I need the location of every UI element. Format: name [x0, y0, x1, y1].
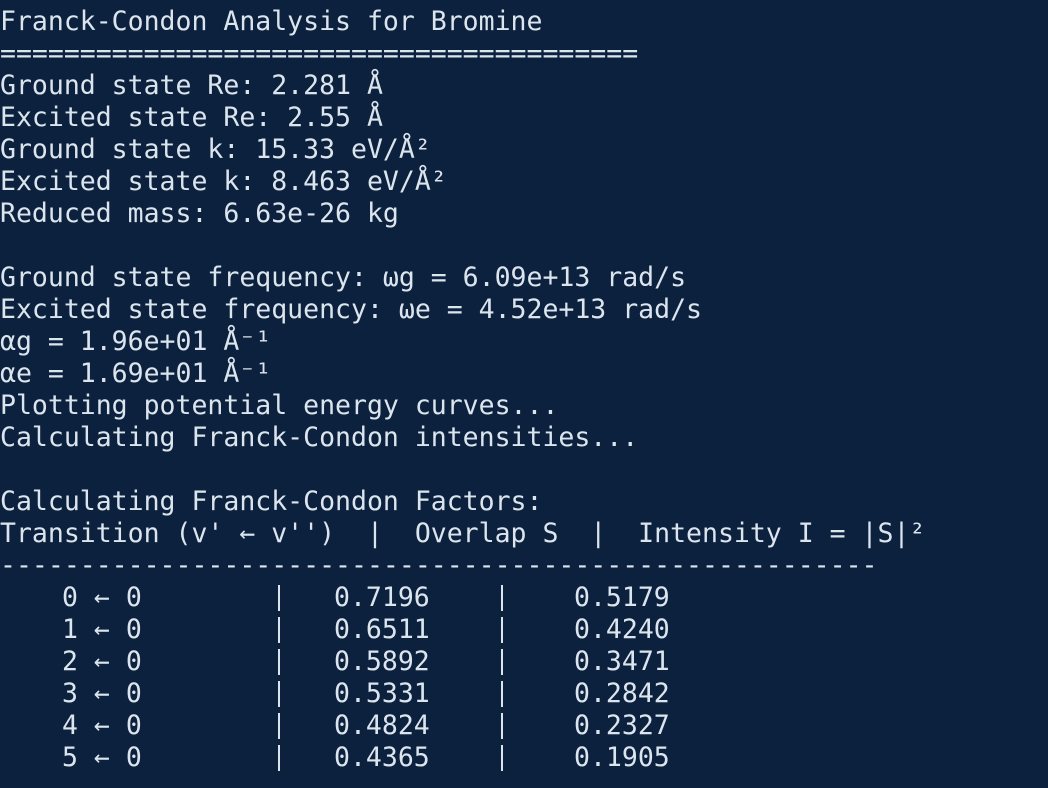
column-bar	[501, 649, 503, 675]
output-line: αe = 1.69e+01 Å⁻¹	[0, 358, 272, 389]
parameter-line: Excited state k: 8.463 eV/Å²	[0, 166, 447, 197]
output-line: Ground state frequency: ωg = 6.09e+13 ra…	[0, 262, 687, 293]
transition: 4 ← 0	[62, 710, 142, 741]
column-bar	[501, 585, 503, 611]
overlap: 0.5892	[334, 646, 430, 677]
column-bar	[501, 745, 503, 771]
intensity: 0.2842	[574, 678, 670, 709]
transition: 1 ← 0	[62, 614, 142, 645]
parameter-line: Excited state Re: 2.55 Å	[0, 102, 383, 133]
overlap: 0.5331	[334, 678, 430, 709]
output-line: αg = 1.96e+01 Å⁻¹	[0, 326, 272, 357]
transition: 3 ← 0	[62, 678, 142, 709]
overlap: 0.4824	[334, 710, 430, 741]
separator: ========================================	[0, 38, 639, 69]
transition: 2 ← 0	[62, 646, 142, 677]
fc-heading: Calculating Franck-Condon Factors:	[0, 486, 543, 517]
rule: ----------------------------------------…	[0, 550, 878, 581]
output-line: Plotting potential energy curves...	[0, 390, 559, 421]
intensity: 0.1905	[574, 742, 670, 773]
transition: 5 ← 0	[62, 742, 142, 773]
output-line: Excited state frequency: ωe = 4.52e+13 r…	[0, 294, 702, 325]
parameter-line: Ground state Re: 2.281 Å	[0, 70, 383, 101]
parameter-line: Ground state k: 15.33 eV/Å²	[0, 134, 431, 165]
column-bar	[501, 617, 503, 643]
overlap: 0.6511	[334, 614, 430, 645]
overlap: 0.7196	[334, 582, 430, 613]
intensity: 0.2327	[574, 710, 670, 741]
column-bar	[278, 745, 280, 771]
column-bar	[278, 649, 280, 675]
parameter-line: Reduced mass: 6.63e-26 kg	[0, 198, 399, 229]
overlap: 0.4365	[334, 742, 430, 773]
intensity: 0.4240	[574, 614, 670, 645]
output-line: Calculating Franck-Condon intensities...	[0, 422, 639, 453]
column-bar	[278, 713, 280, 739]
column-header: Transition (v' ← v'') | Overlap S | Inte…	[0, 518, 926, 549]
column-bar	[278, 585, 280, 611]
column-bar	[278, 681, 280, 707]
column-bar	[501, 713, 503, 739]
column-bar	[501, 681, 503, 707]
intensity: 0.5179	[574, 582, 670, 613]
title: Franck-Condon Analysis for Bromine	[0, 6, 543, 37]
transition: 0 ← 0	[62, 582, 142, 613]
column-bar	[278, 617, 280, 643]
intensity: 0.3471	[574, 646, 670, 677]
